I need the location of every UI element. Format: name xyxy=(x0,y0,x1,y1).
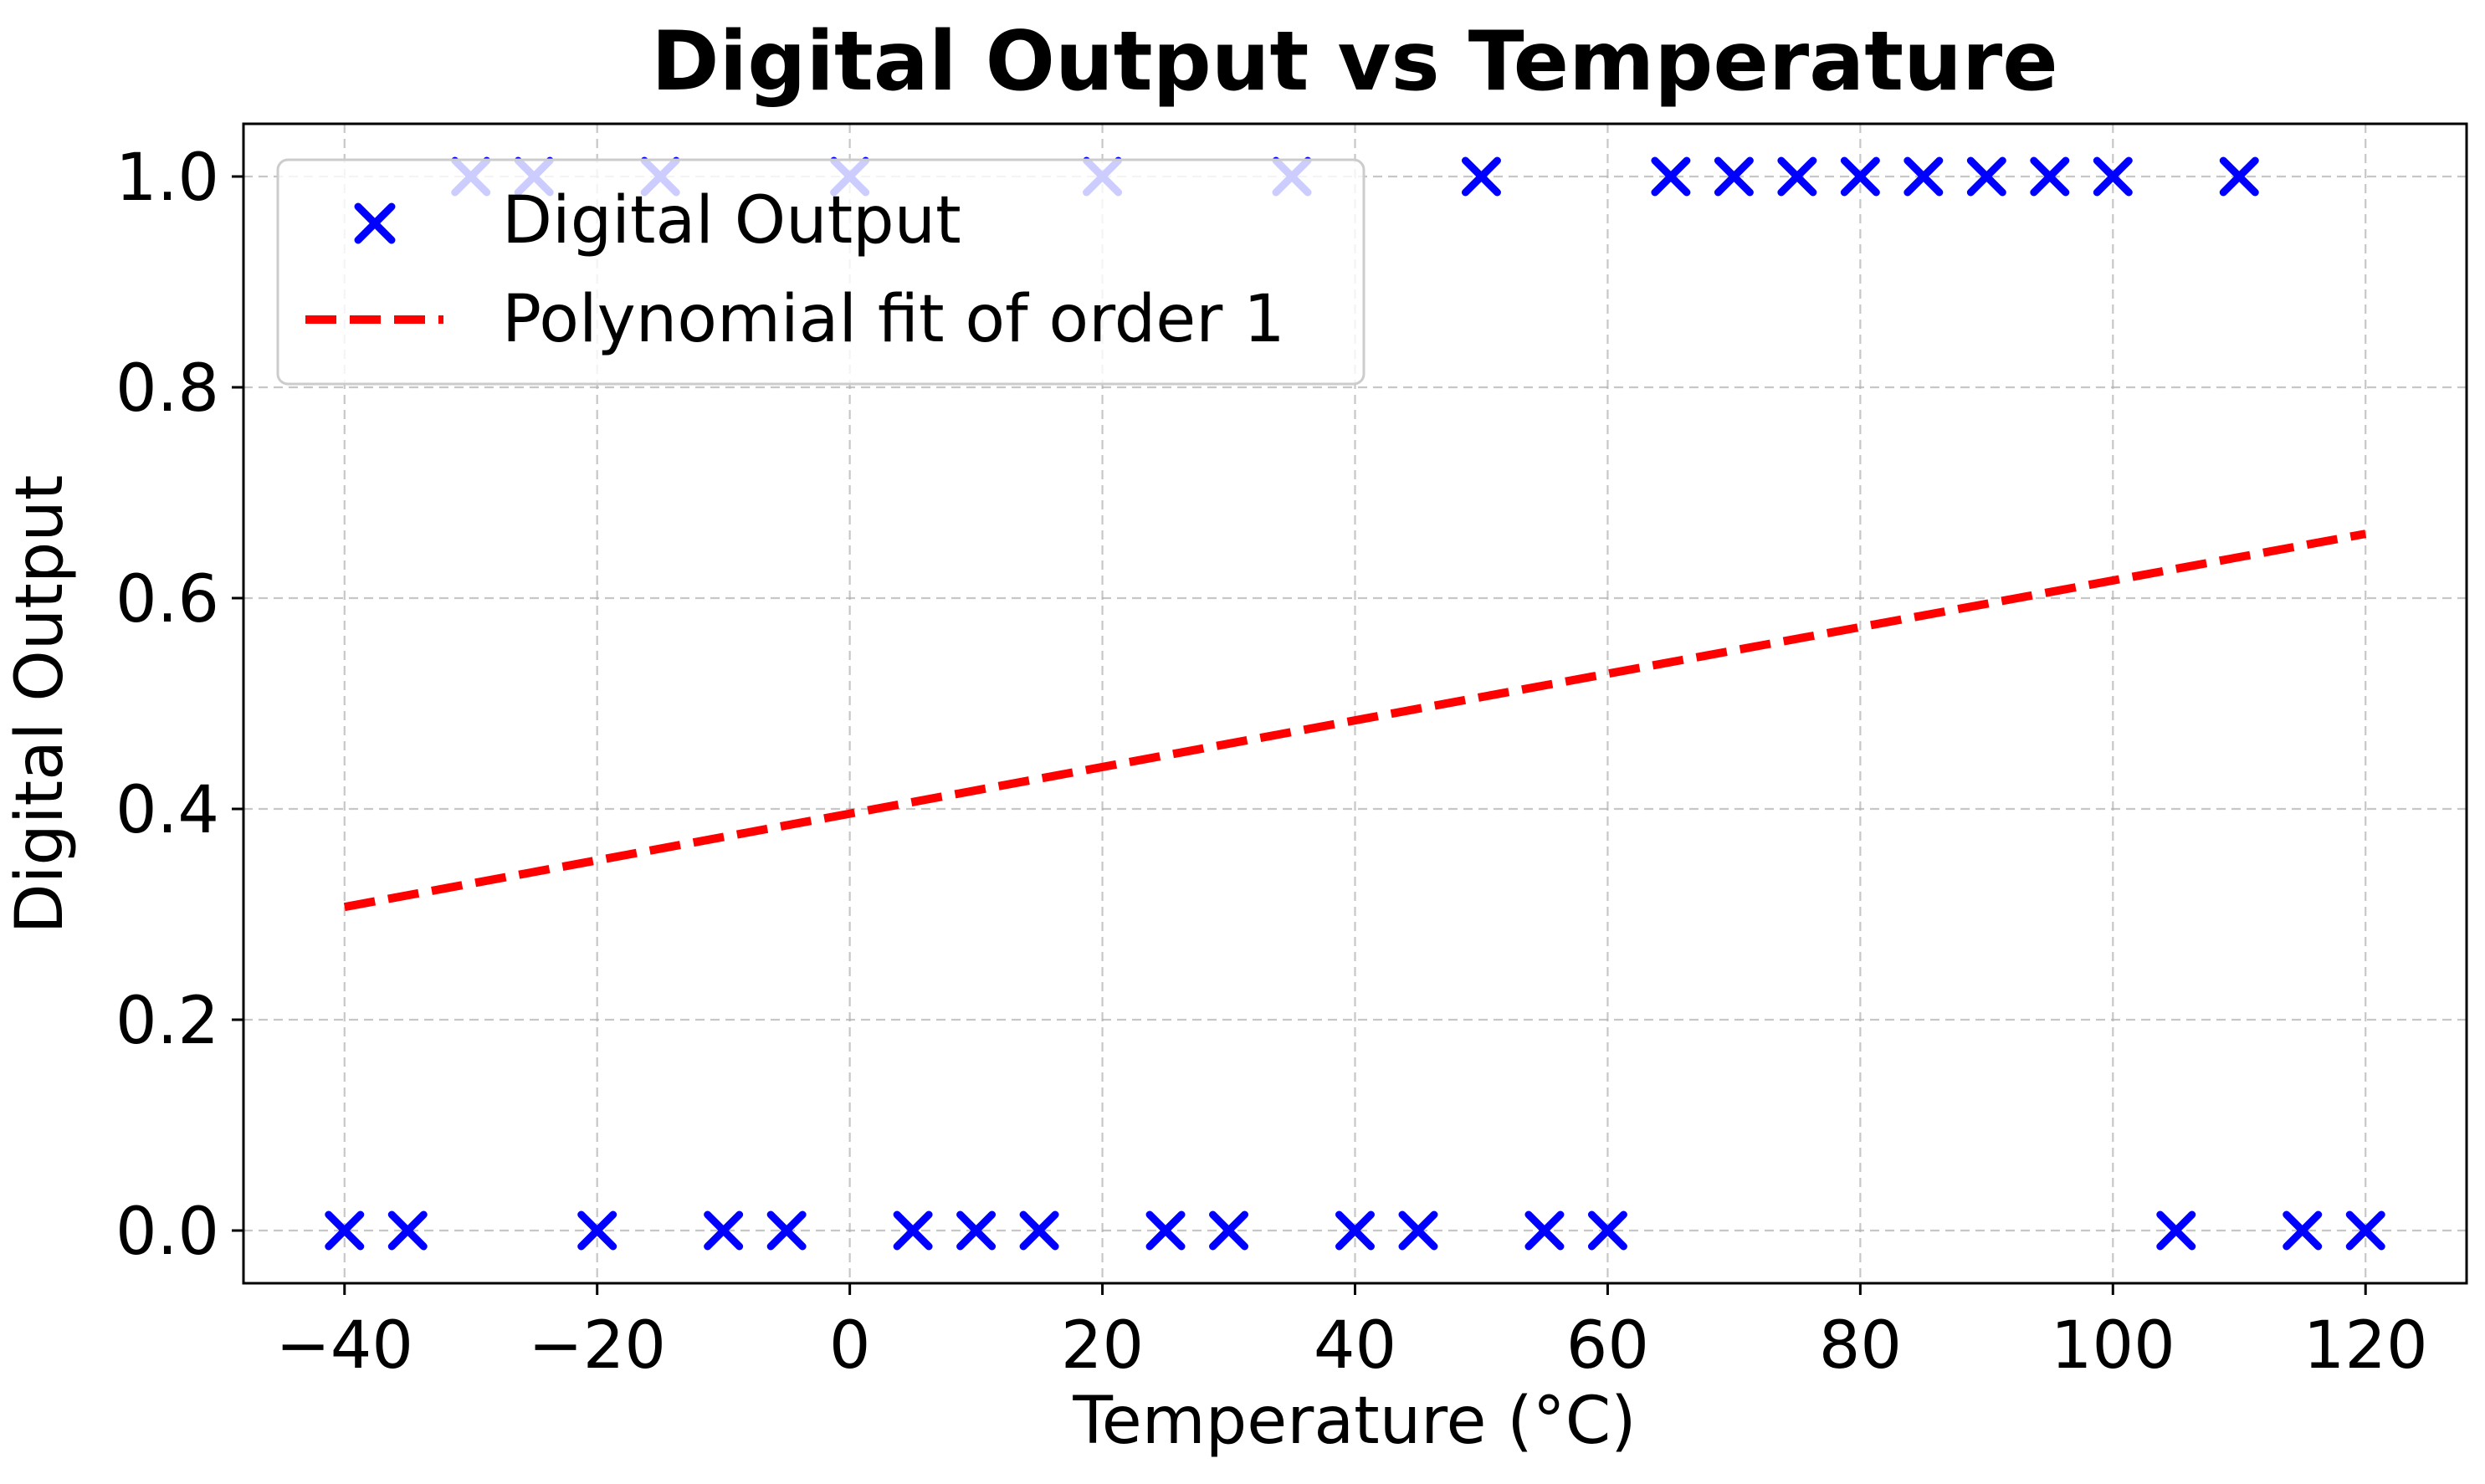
y-tick-label: 0.0 xyxy=(115,1195,219,1270)
x-tick-label: 100 xyxy=(2051,1308,2175,1384)
y-axis-ticks: 0.0 0.2 0.4 0.6 0.8 1.0 xyxy=(115,141,243,1270)
y-tick-label: 0.2 xyxy=(115,984,219,1059)
x-tick-label: 80 xyxy=(1819,1308,1902,1384)
scatter-point xyxy=(2283,1210,2323,1251)
scatter-point xyxy=(2156,1210,2196,1251)
x-tick-label: 120 xyxy=(2303,1308,2428,1384)
x-axis-label: Temperature (°C) xyxy=(1072,1384,1636,1459)
x-tick-label: 20 xyxy=(1061,1308,1144,1384)
legend-box xyxy=(276,158,1365,386)
scatter-point xyxy=(1209,1210,1249,1251)
scatter-point xyxy=(1714,156,1754,197)
scatter-point xyxy=(1335,1210,1375,1251)
legend-label-digital-output: Digital Output xyxy=(502,183,961,258)
scatter-point xyxy=(387,1210,428,1251)
scatter-point xyxy=(1398,1210,1438,1251)
x-tick-label: 40 xyxy=(1314,1308,1396,1384)
y-tick-label: 1.0 xyxy=(115,141,219,216)
scatter-point xyxy=(766,1210,807,1251)
scatter-point xyxy=(1840,156,1880,197)
legend-scatter-marker xyxy=(354,202,396,244)
scatter-point xyxy=(2093,156,2133,197)
scatter-point xyxy=(893,1210,933,1251)
scatter-point xyxy=(1651,156,1691,197)
x-tick-label: 60 xyxy=(1566,1308,1649,1384)
y-tick-label: 0.8 xyxy=(115,351,219,427)
y-tick-label: 0.6 xyxy=(115,562,219,637)
x-tick-label: −40 xyxy=(275,1308,413,1384)
scatter-point xyxy=(956,1210,997,1251)
y-tick-label: 0.4 xyxy=(115,773,219,848)
fit-line-layer xyxy=(343,530,2367,912)
y-axis-label: Digital Output xyxy=(3,475,78,934)
legend-label-polynomial-fit: Polynomial fit of order 1 xyxy=(502,282,1285,357)
scatter-point xyxy=(1145,1210,1186,1251)
scatter-point xyxy=(1461,156,1501,197)
scatter-point xyxy=(704,1210,744,1251)
scatter-point xyxy=(1903,156,1944,197)
legend: Digital Output Polynomial fit of order 1 xyxy=(276,158,1365,386)
polynomial-fit-line xyxy=(343,530,2367,912)
scatter-point xyxy=(325,1210,365,1251)
scatter-point xyxy=(1524,1210,1565,1251)
scatter-point xyxy=(1019,1210,1059,1251)
scatter-point xyxy=(1777,156,1817,197)
x-tick-label: 0 xyxy=(829,1308,871,1384)
scatter-point xyxy=(2345,1210,2385,1251)
scatter-point xyxy=(2030,156,2070,197)
scatter-point xyxy=(1587,1210,1627,1251)
x-tick-label: −20 xyxy=(528,1308,666,1384)
scatter-point xyxy=(2219,156,2259,197)
x-axis-ticks: −40 −20 0 20 40 60 80 100 120 xyxy=(275,1283,2428,1384)
scatter-point xyxy=(1966,156,2006,197)
scatter-point xyxy=(577,1210,617,1251)
chart-title: Digital Output vs Temperature xyxy=(651,14,2057,110)
